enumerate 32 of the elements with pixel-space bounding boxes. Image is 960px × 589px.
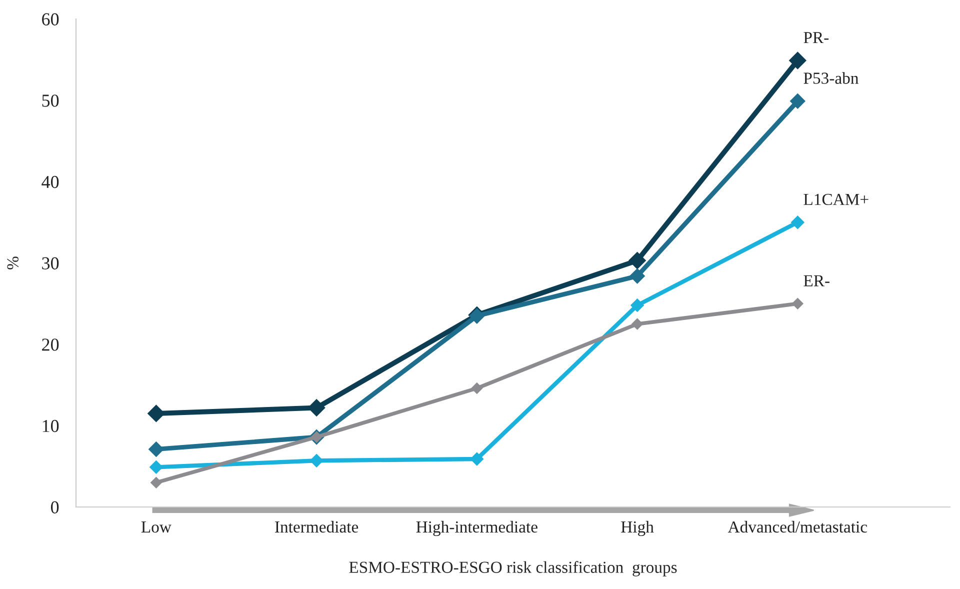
y-tick-label: 60 — [42, 13, 59, 26]
x-tick-label: Low — [141, 522, 172, 533]
y-tick-label: 50 — [42, 94, 59, 107]
point — [148, 441, 164, 458]
point — [629, 268, 646, 284]
point — [470, 452, 484, 466]
y-tick-label: 20 — [42, 338, 59, 351]
series-label: ER- — [804, 275, 830, 286]
x-tick-label: High — [621, 520, 654, 536]
point — [790, 215, 805, 230]
y-tick-label: 30 — [42, 257, 59, 270]
point — [471, 382, 483, 394]
x-axis-title: ESMO-ESTRO-ESGO risk classification groups — [349, 561, 677, 576]
point — [150, 476, 162, 488]
series-label: PR- — [804, 32, 829, 44]
series-label: L1CAM+ — [804, 194, 868, 206]
point — [792, 298, 804, 310]
point — [788, 52, 806, 70]
y-tick-label: 10 — [42, 420, 59, 432]
y-axis-title: % — [7, 256, 19, 270]
x-tick-label: High-intermediate — [416, 520, 538, 536]
y-tick-label: 40 — [42, 176, 59, 188]
x-tick-label: Intermediate — [275, 520, 358, 533]
series-label: P53-abn — [804, 72, 859, 84]
y-tick-label: 0 — [50, 501, 59, 514]
x-tick-label: Advanced/metastatic — [728, 520, 868, 533]
point — [310, 454, 324, 468]
point — [149, 460, 164, 474]
point — [628, 252, 646, 270]
point — [631, 318, 644, 330]
point — [790, 93, 806, 110]
point — [630, 298, 644, 312]
